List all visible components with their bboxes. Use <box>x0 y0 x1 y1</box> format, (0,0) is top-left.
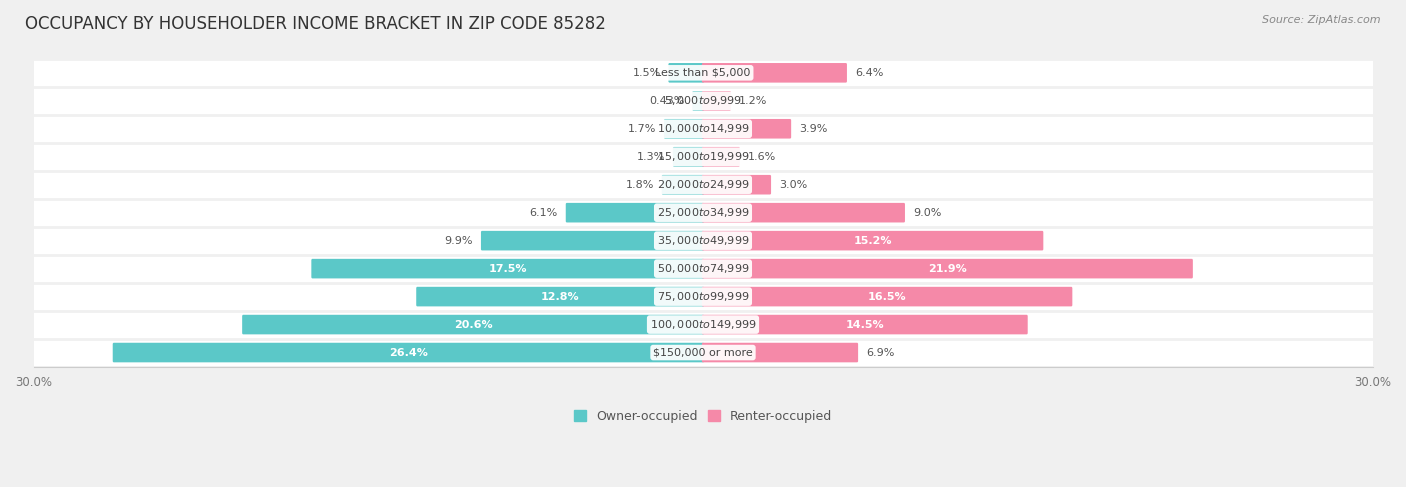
FancyBboxPatch shape <box>702 231 1043 250</box>
FancyBboxPatch shape <box>702 91 731 111</box>
Legend: Owner-occupied, Renter-occupied: Owner-occupied, Renter-occupied <box>568 405 838 428</box>
FancyBboxPatch shape <box>242 315 704 335</box>
Text: $10,000 to $14,999: $10,000 to $14,999 <box>657 122 749 135</box>
Text: $100,000 to $149,999: $100,000 to $149,999 <box>650 318 756 331</box>
Text: 9.9%: 9.9% <box>444 236 474 245</box>
Text: 3.9%: 3.9% <box>799 124 827 134</box>
FancyBboxPatch shape <box>702 63 846 83</box>
FancyBboxPatch shape <box>702 259 1192 279</box>
FancyBboxPatch shape <box>565 203 704 223</box>
FancyBboxPatch shape <box>692 91 704 111</box>
FancyBboxPatch shape <box>34 87 1372 115</box>
FancyBboxPatch shape <box>34 338 1372 367</box>
FancyBboxPatch shape <box>34 311 1372 338</box>
FancyBboxPatch shape <box>673 147 704 167</box>
FancyBboxPatch shape <box>702 175 770 194</box>
Text: 16.5%: 16.5% <box>868 292 907 301</box>
FancyBboxPatch shape <box>34 59 1372 87</box>
Text: Source: ZipAtlas.com: Source: ZipAtlas.com <box>1263 15 1381 25</box>
Text: 1.3%: 1.3% <box>637 152 665 162</box>
Text: 9.0%: 9.0% <box>912 207 941 218</box>
Text: Less than $5,000: Less than $5,000 <box>655 68 751 78</box>
FancyBboxPatch shape <box>34 171 1372 199</box>
FancyBboxPatch shape <box>34 199 1372 226</box>
Text: 20.6%: 20.6% <box>454 319 492 330</box>
FancyBboxPatch shape <box>34 255 1372 282</box>
FancyBboxPatch shape <box>34 115 1372 143</box>
FancyBboxPatch shape <box>112 343 704 362</box>
Text: $20,000 to $24,999: $20,000 to $24,999 <box>657 178 749 191</box>
Text: 1.2%: 1.2% <box>738 96 768 106</box>
Text: 0.43%: 0.43% <box>650 96 685 106</box>
FancyBboxPatch shape <box>34 226 1372 255</box>
Text: 1.5%: 1.5% <box>633 68 661 78</box>
FancyBboxPatch shape <box>702 315 1028 335</box>
Text: 1.6%: 1.6% <box>748 152 776 162</box>
Text: 1.8%: 1.8% <box>626 180 654 190</box>
Text: 26.4%: 26.4% <box>389 348 427 357</box>
Text: $150,000 or more: $150,000 or more <box>654 348 752 357</box>
Text: $5,000 to $9,999: $5,000 to $9,999 <box>664 94 742 107</box>
FancyBboxPatch shape <box>664 119 704 139</box>
Text: $35,000 to $49,999: $35,000 to $49,999 <box>657 234 749 247</box>
FancyBboxPatch shape <box>702 203 905 223</box>
Text: 6.1%: 6.1% <box>530 207 558 218</box>
FancyBboxPatch shape <box>481 231 704 250</box>
Text: 6.4%: 6.4% <box>855 68 883 78</box>
Text: 15.2%: 15.2% <box>853 236 891 245</box>
Text: $75,000 to $99,999: $75,000 to $99,999 <box>657 290 749 303</box>
Text: 12.8%: 12.8% <box>541 292 579 301</box>
Text: 17.5%: 17.5% <box>488 263 527 274</box>
FancyBboxPatch shape <box>702 119 792 139</box>
FancyBboxPatch shape <box>702 343 858 362</box>
FancyBboxPatch shape <box>702 287 1073 306</box>
Text: 14.5%: 14.5% <box>845 319 884 330</box>
Text: $15,000 to $19,999: $15,000 to $19,999 <box>657 150 749 163</box>
Text: 1.7%: 1.7% <box>627 124 657 134</box>
FancyBboxPatch shape <box>668 63 704 83</box>
Text: 6.9%: 6.9% <box>866 348 894 357</box>
Text: $50,000 to $74,999: $50,000 to $74,999 <box>657 262 749 275</box>
Text: 21.9%: 21.9% <box>928 263 967 274</box>
Text: $25,000 to $34,999: $25,000 to $34,999 <box>657 206 749 219</box>
FancyBboxPatch shape <box>34 282 1372 311</box>
FancyBboxPatch shape <box>34 143 1372 171</box>
FancyBboxPatch shape <box>662 175 704 194</box>
Text: 3.0%: 3.0% <box>779 180 807 190</box>
FancyBboxPatch shape <box>311 259 704 279</box>
FancyBboxPatch shape <box>702 147 740 167</box>
FancyBboxPatch shape <box>416 287 704 306</box>
Text: OCCUPANCY BY HOUSEHOLDER INCOME BRACKET IN ZIP CODE 85282: OCCUPANCY BY HOUSEHOLDER INCOME BRACKET … <box>25 15 606 33</box>
